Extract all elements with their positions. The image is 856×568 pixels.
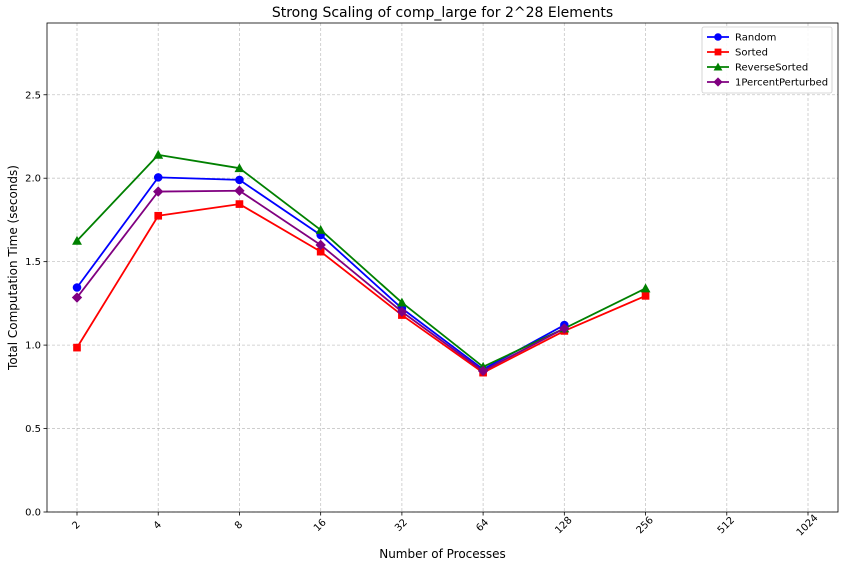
data-point xyxy=(315,239,326,251)
data-point xyxy=(396,306,408,317)
y-tick-label: 1.5 xyxy=(25,257,41,268)
data-point xyxy=(71,292,83,303)
x-axis-title: Number of Processes xyxy=(379,547,506,561)
legend: Random Sorted ReverseSorted 1PercentPerturb… xyxy=(701,26,833,94)
y-tick-label: 2.0 xyxy=(25,174,41,185)
data-point xyxy=(713,77,723,87)
legend-item: 1PercentPerturbed xyxy=(707,77,828,89)
series-1percentperturbed xyxy=(71,185,570,377)
y-tick-label: 1.0 xyxy=(25,341,41,352)
series-group xyxy=(71,149,651,377)
data-point xyxy=(73,343,81,352)
series-line xyxy=(76,203,646,374)
data-point xyxy=(640,283,651,293)
legend-item: Random xyxy=(707,33,776,44)
legend-label: Sorted xyxy=(735,48,768,59)
y-axis-title: Total Computation Time (seconds) xyxy=(6,165,20,371)
data-point xyxy=(316,247,325,256)
legend-label: Random xyxy=(735,33,776,44)
legend-box xyxy=(701,26,833,94)
y-tick-label: 0.0 xyxy=(25,508,41,519)
legend-item: Sorted xyxy=(707,48,768,59)
data-point xyxy=(714,48,722,56)
plot-frame xyxy=(46,22,839,513)
y-tick-label: 2.5 xyxy=(25,90,41,101)
y-tick-label: 0.5 xyxy=(25,424,41,435)
data-point xyxy=(235,175,244,185)
chart-title: Strong Scaling of comp_large for 2^28 El… xyxy=(272,5,613,21)
legend-label: ReverseSorted xyxy=(735,63,808,74)
data-point xyxy=(713,62,723,71)
legend-item: ReverseSorted xyxy=(707,63,808,74)
data-point xyxy=(153,186,164,197)
data-point xyxy=(72,235,82,245)
data-point xyxy=(153,173,163,182)
data-point xyxy=(235,200,244,208)
data-point xyxy=(559,323,570,334)
data-point xyxy=(396,297,407,307)
data-point xyxy=(234,185,245,196)
legend-label: 1PercentPerturbed xyxy=(735,78,828,89)
data-point xyxy=(154,211,163,220)
data-point xyxy=(153,149,164,159)
data-point xyxy=(234,163,245,173)
data-point xyxy=(72,283,82,292)
data-point xyxy=(477,365,489,377)
data-point xyxy=(641,292,650,300)
data-point xyxy=(315,224,326,234)
data-point xyxy=(714,33,722,41)
